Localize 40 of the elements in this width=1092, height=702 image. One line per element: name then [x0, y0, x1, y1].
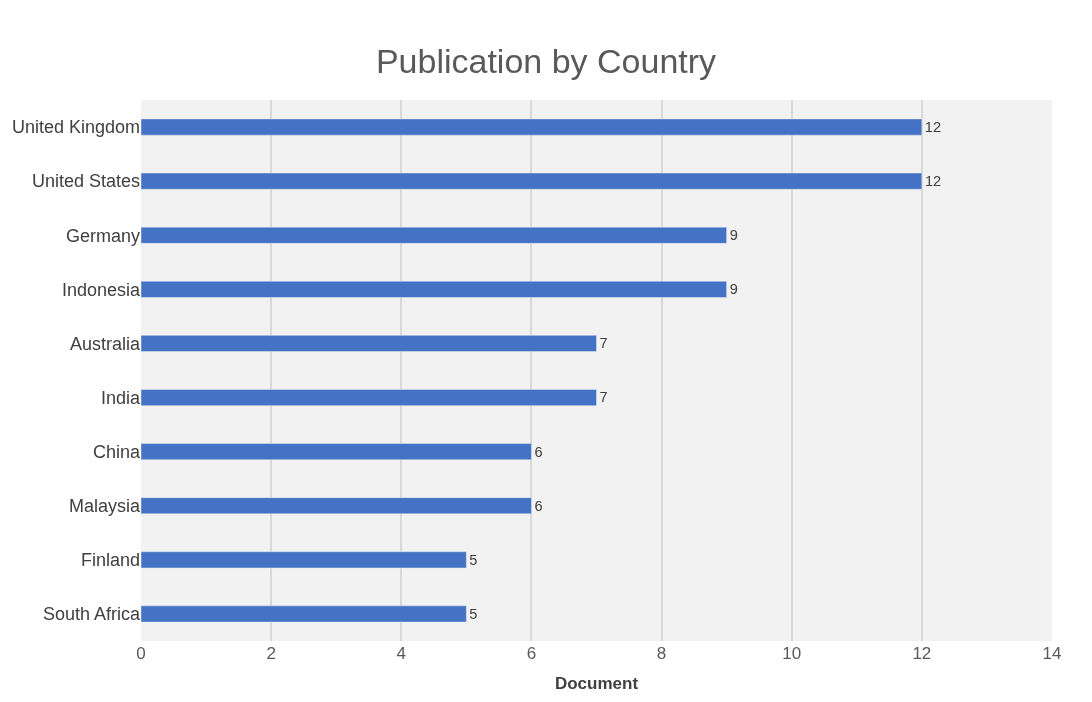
data-label: 7 [599, 335, 608, 352]
bar [141, 335, 597, 352]
y-tick-label: Finland [80, 550, 140, 571]
bar [141, 443, 532, 461]
y-tick-label: Australia [69, 333, 141, 354]
y-tick-label: United States [31, 171, 140, 192]
x-tick-label: 12 [912, 644, 932, 663]
y-tick-label: Indonesia [61, 279, 141, 300]
bar [141, 172, 923, 190]
x-tick-label: 2 [266, 644, 276, 663]
bar [141, 280, 727, 298]
x-axis-title: Document [554, 674, 639, 694]
x-tick-label: 4 [396, 644, 407, 663]
data-label: 7 [599, 389, 608, 406]
chart-title: Publication by Country [375, 41, 717, 80]
data-label: 9 [729, 227, 738, 244]
data-label: 5 [469, 551, 478, 568]
data-label: 9 [729, 281, 738, 298]
bar [141, 118, 923, 136]
data-label: 6 [534, 443, 543, 460]
y-tick-label: United Kingdom [11, 117, 140, 138]
y-tick-label: China [92, 441, 141, 462]
x-tick-label: 10 [782, 644, 802, 663]
bar [141, 497, 532, 515]
bar [141, 389, 597, 406]
data-label: 12 [924, 173, 942, 190]
bar [141, 605, 467, 623]
x-tick-label: 6 [526, 644, 537, 663]
data-label: 12 [924, 118, 942, 135]
data-label: 6 [534, 497, 543, 514]
x-tick-label: 8 [656, 644, 667, 663]
y-tick-label: India [100, 387, 141, 408]
x-tick-label: 14 [1042, 644, 1062, 663]
y-tick-label: Germany [65, 225, 140, 246]
y-tick-label: Malaysia [68, 496, 141, 517]
bar [141, 226, 727, 244]
x-tick-label: 0 [136, 644, 146, 663]
data-label: 5 [469, 605, 478, 622]
bar [141, 551, 467, 569]
y-tick-label: South Africa [42, 604, 141, 625]
